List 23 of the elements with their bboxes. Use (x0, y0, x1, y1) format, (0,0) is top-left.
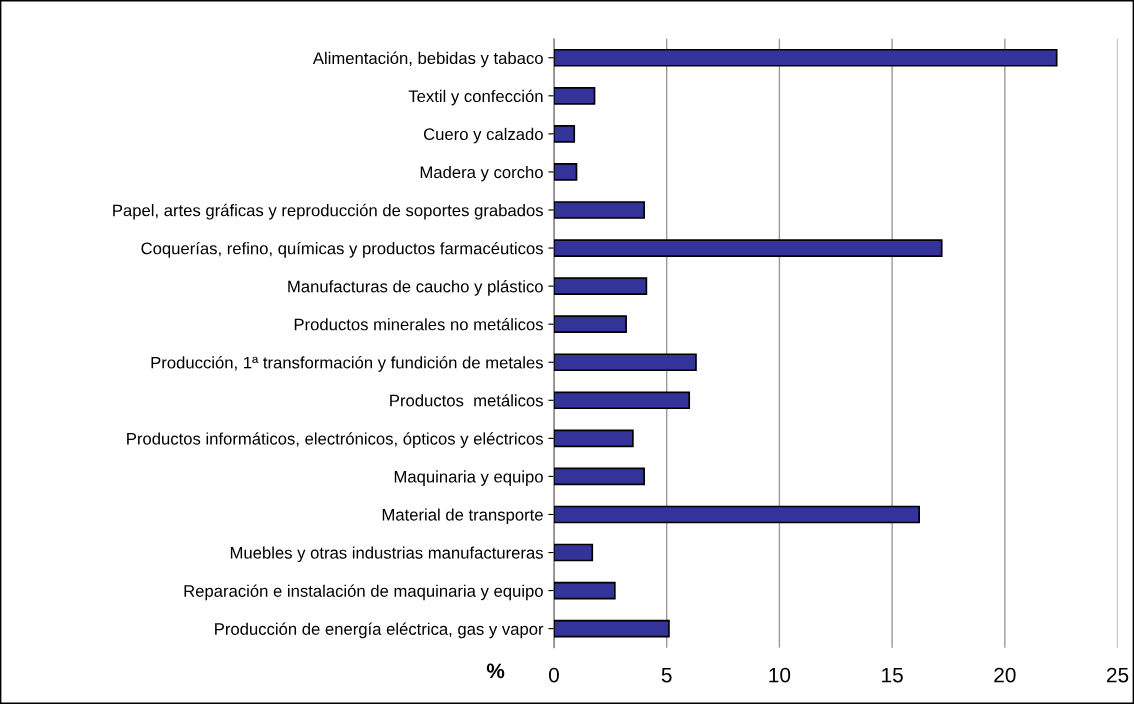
x-tick-label: 5 (661, 667, 672, 683)
x-axis-title: % (486, 663, 505, 679)
y-tick-label: Madera y corcho (420, 165, 543, 182)
y-tick-label: Productos informáticos, electrónicos, ópticos y eléctricos (127, 432, 543, 448)
x-tick-label: 25 (1107, 667, 1129, 683)
x-tick-label: 20 (994, 667, 1016, 683)
y-tick-label: Material de transporte (382, 508, 543, 524)
y-tick-label: Coquerías, refino, químicas y productos farmacéuticos (141, 241, 543, 258)
y-tick-label: Textil y confección (408, 89, 543, 106)
y-tick-label: Productos metálicos (390, 394, 543, 407)
x-tick-label: 15 (882, 667, 903, 683)
y-tick-label: Reparación e instalación de maquinaria y equipo (184, 584, 543, 601)
y-tick-label: Producción de energía eléctrica, gas y vapor (215, 622, 544, 639)
y-tick-label: Productos minerales no metálicos (294, 317, 543, 331)
y-tick-label: Muebles y otras industrias manufactureras (230, 546, 543, 563)
y-tick-label: Producción, 1ª transformación y fundición de metales (151, 356, 543, 372)
y-tick-label: Maquinaria y equipo (394, 470, 543, 486)
x-tick-label: 10 (769, 667, 791, 683)
y-tick-label: Alimentación, bebidas y tabaco (312, 51, 543, 68)
y-tick-label: Papel, artes gráficas y reproducción de soportes grabados (113, 203, 543, 220)
x-tick-label: 0 (548, 667, 559, 683)
y-tick-label: Cuero y calzado (423, 127, 543, 144)
y-tick-label: Manufacturas de caucho y plástico (288, 279, 543, 296)
